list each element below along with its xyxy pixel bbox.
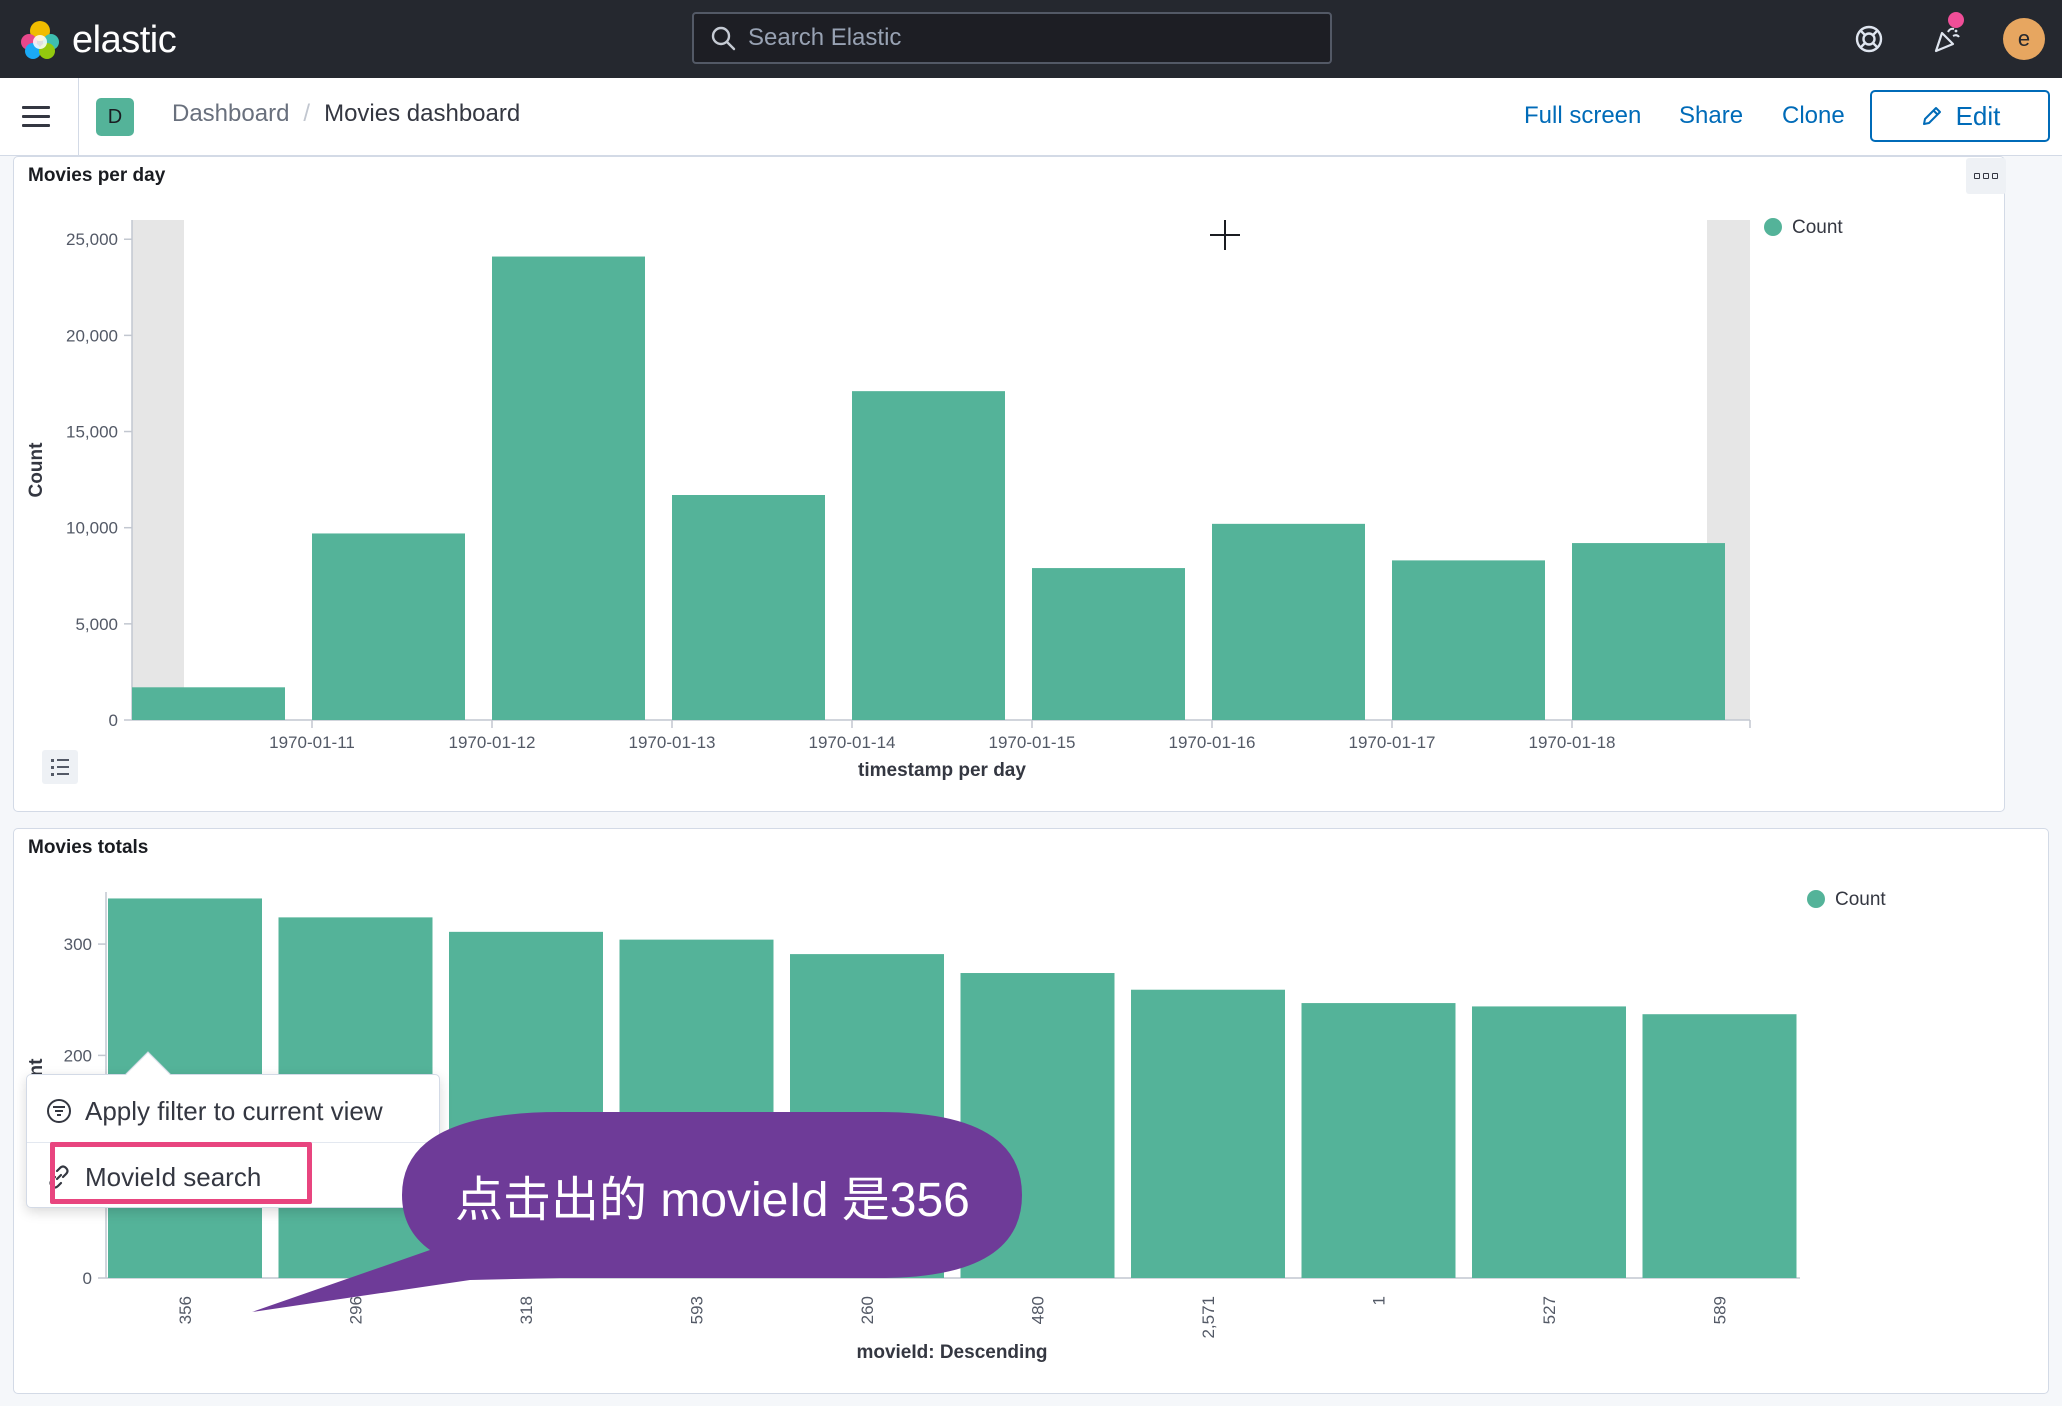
panel-title: Movies totals <box>28 837 149 858</box>
y-tick-label: 5,000 <box>75 615 118 634</box>
x-tick-label: 480 <box>1029 1296 1048 1324</box>
y-tick-label: 10,000 <box>66 519 118 538</box>
x-tick-label: 318 <box>517 1296 536 1324</box>
menu-toggle-button[interactable] <box>22 98 58 134</box>
search-icon <box>711 26 736 51</box>
bar[interactable] <box>492 256 645 720</box>
out-of-range-band <box>132 220 184 720</box>
share-link[interactable]: Share <box>1679 102 1744 129</box>
menu-icon-bar <box>22 105 50 109</box>
x-tick-label: 1970-01-11 <box>269 733 355 752</box>
space-avatar[interactable]: D <box>96 98 134 136</box>
movieid-search-label: MovieId search <box>85 1161 262 1192</box>
legend-swatch <box>1764 218 1782 236</box>
y-tick-label: 200 <box>64 1046 92 1065</box>
help-button[interactable] <box>1848 18 1890 60</box>
bar[interactable] <box>852 391 1005 720</box>
elastic-logo-icon <box>21 21 59 59</box>
callout-text: 点击出的 movieId 是356 <box>455 1174 970 1227</box>
search-bar[interactable] <box>692 12 1332 64</box>
bar[interactable] <box>132 687 285 720</box>
list-icon <box>51 759 54 762</box>
bar[interactable] <box>1642 1014 1797 1278</box>
x-tick-label: 1970-01-12 <box>449 733 536 752</box>
panel-title: Movies per day <box>28 165 166 186</box>
help-icon <box>1855 25 1883 53</box>
breadcrumb-dashboard[interactable]: Dashboard <box>172 100 290 127</box>
bar[interactable] <box>672 495 825 720</box>
full-screen-link[interactable]: Full screen <box>1524 102 1642 129</box>
panel-options-icon <box>1992 173 1998 179</box>
bar[interactable] <box>1472 1006 1626 1278</box>
pencil-icon <box>1922 107 1941 125</box>
newsfeed-button[interactable] <box>1926 12 1968 60</box>
x-tick-label: 589 <box>1711 1296 1730 1324</box>
bar[interactable] <box>1212 523 1365 720</box>
x-axis-title: movieId: Descending <box>856 1342 1047 1363</box>
list-icon <box>51 766 54 769</box>
breadcrumb-current: Movies dashboard <box>324 100 521 127</box>
x-tick-label: 1 <box>1370 1296 1389 1305</box>
bar[interactable] <box>1301 1003 1456 1278</box>
clone-link[interactable]: Clone <box>1782 102 1845 129</box>
bar[interactable] <box>960 973 1115 1278</box>
filter-icon <box>47 1099 71 1123</box>
notification-badge <box>1948 12 1964 28</box>
app-header: D Dashboard / Movies dashboard Full scre… <box>0 78 2062 156</box>
list-icon <box>51 773 54 776</box>
apply-filter-item[interactable]: Apply filter to current view <box>27 1081 441 1141</box>
x-tick-label: 296 <box>347 1296 366 1324</box>
x-tick-label: 593 <box>688 1296 707 1324</box>
x-tick-label: 2,571 <box>1199 1296 1218 1339</box>
logo-text: elastic <box>72 18 177 61</box>
y-axis-title: Count <box>26 442 47 498</box>
y-tick-label: 25,000 <box>66 230 118 249</box>
x-tick-label: 1970-01-15 <box>989 733 1076 752</box>
top-header: elastic e <box>0 0 2062 78</box>
panel-options-button[interactable] <box>1966 158 2006 194</box>
x-axis-title: timestamp per day <box>858 760 1026 781</box>
y-tick-label: 20,000 <box>66 326 118 345</box>
y-tick-label: 0 <box>109 711 118 730</box>
user-avatar[interactable]: e <box>2003 18 2045 60</box>
apply-filter-label: Apply filter to current view <box>85 1095 383 1126</box>
x-tick-label: 1970-01-13 <box>629 733 716 752</box>
bar[interactable] <box>312 533 465 720</box>
panel-options-icon <box>1974 173 1980 179</box>
newsfeed-icon <box>1934 27 1960 53</box>
edit-button[interactable]: Edit <box>1870 90 2050 142</box>
bar[interactable] <box>1131 989 1285 1278</box>
x-tick-label: 260 <box>858 1296 877 1324</box>
x-tick-label: 1970-01-14 <box>809 733 896 752</box>
x-tick-label: 1970-01-18 <box>1529 733 1616 752</box>
bar[interactable] <box>1032 568 1185 720</box>
bar[interactable] <box>1392 560 1545 720</box>
movies-per-day-chart[interactable]: 0 5,000 10,000 15,000 20,000 25,000 1970-01-11… <box>0 156 2062 816</box>
x-tick-label: 1970-01-16 <box>1169 733 1256 752</box>
y-tick-label: 300 <box>64 935 92 954</box>
x-tick-label: 356 <box>176 1296 195 1324</box>
menu-icon-bar <box>22 123 50 127</box>
breadcrumb: Dashboard / Movies dashboard <box>172 100 520 128</box>
movieid-search-item[interactable]: MovieId search <box>27 1147 441 1207</box>
y-tick-label: 15,000 <box>66 423 118 442</box>
x-tick-label: 1970-01-17 <box>1349 733 1436 752</box>
y-tick-label: 0 <box>83 1269 92 1288</box>
search-input[interactable] <box>748 24 1308 52</box>
header-divider <box>78 78 79 156</box>
legend-label: Count <box>1792 217 1843 238</box>
highlight-annotation <box>50 1142 312 1204</box>
panel-options-icon <box>1983 173 1989 179</box>
x-tick-label: 527 <box>1540 1296 1559 1324</box>
crosshair-cursor-icon <box>1210 220 1240 250</box>
bar[interactable] <box>1572 543 1725 720</box>
edit-button-label: Edit <box>1955 100 2001 131</box>
breadcrumb-separator: / <box>303 100 311 127</box>
menu-icon-bar <box>22 114 50 118</box>
legend-label: Count <box>1835 889 1886 910</box>
elastic-logo[interactable]: elastic <box>18 18 177 62</box>
legend-swatch <box>1807 890 1825 908</box>
